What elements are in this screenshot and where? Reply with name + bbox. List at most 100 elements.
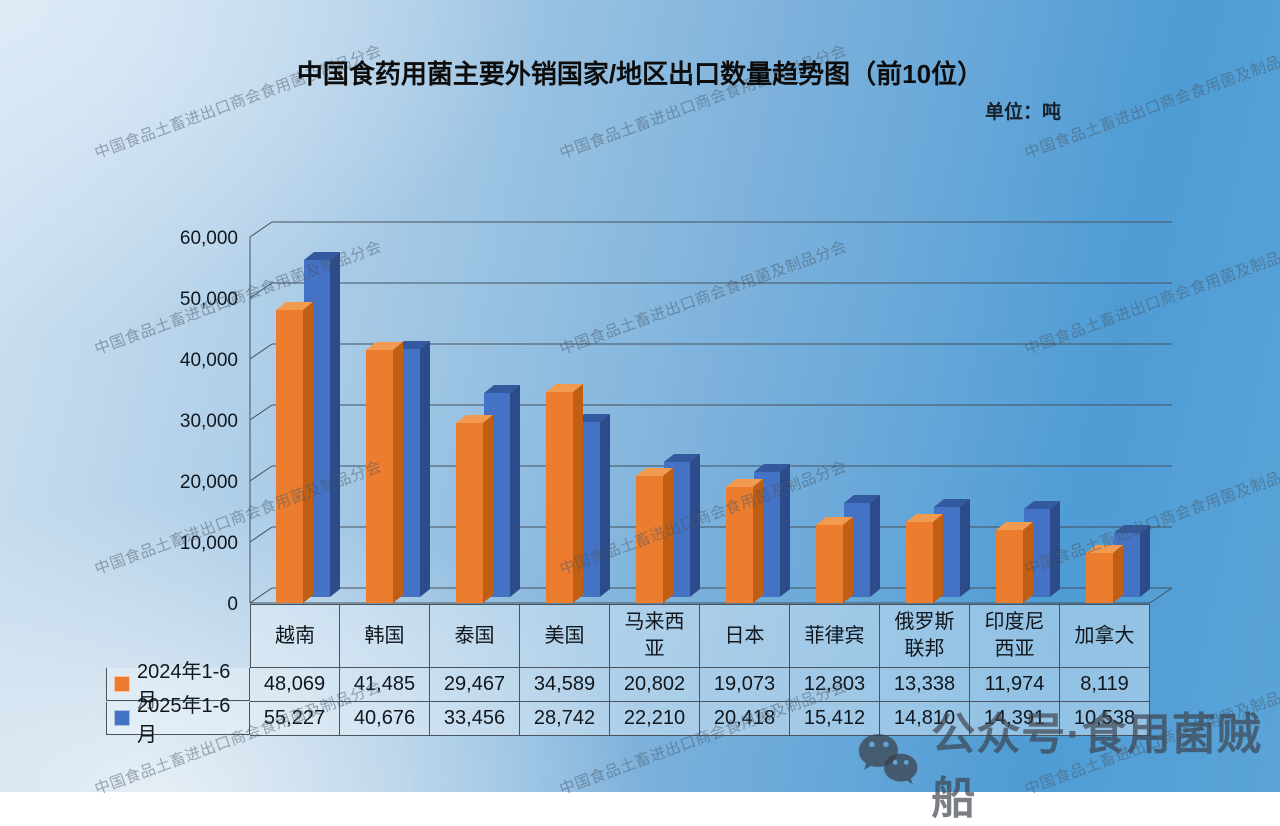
bar-2024-韩国: [366, 350, 393, 603]
bar-2024-印度尼西亚: [996, 530, 1023, 603]
table-value-cell: 14,810: [880, 702, 970, 736]
bar-chart-3d: 0 10,000 20,000 30,000 40,000 50,000 60,000: [180, 221, 1173, 615]
bar-2025-菲律宾-top: [844, 495, 880, 503]
table-value-cell: 41,485: [340, 668, 430, 702]
bar-2025-加拿大-side: [1140, 525, 1150, 597]
bar-2025-俄罗斯联邦-side: [960, 499, 970, 597]
table-header-cell: 俄罗斯 联邦: [880, 604, 970, 668]
bar-2024-加拿大: [1086, 553, 1113, 603]
bar-2024-菲律宾: [816, 525, 843, 603]
table-value-cell: 15,412: [790, 702, 880, 736]
bar-2025-日本-side: [780, 464, 790, 597]
badge-label: 公众号·食用菌贼船: [931, 710, 1262, 823]
bar-2025-印度尼西亚-top: [1024, 501, 1060, 509]
bar-2025-美国-side: [600, 414, 610, 597]
table-value-cell: 8,119: [1060, 668, 1150, 702]
bar-2025-泰国-top: [484, 385, 520, 393]
bar-2025-加拿大-top: [1114, 525, 1150, 533]
table-value-cell: 10,538: [1060, 702, 1150, 736]
bar-2024-菲律宾-top: [816, 517, 853, 525]
bar-2024-韩国-side: [393, 342, 403, 603]
bar-2024-马来西亚-side: [663, 468, 673, 603]
bar-2024-加拿大-side: [1113, 545, 1123, 603]
table-value-cell: 40,676: [340, 702, 430, 736]
table-header-cell: 印度尼 西亚: [970, 604, 1060, 668]
bar-2025-韩国-side: [420, 341, 430, 597]
table-value-cell: 14,391: [970, 702, 1060, 736]
bar-2025-印度尼西亚-side: [1050, 501, 1060, 597]
bar-2024-越南-top: [276, 302, 313, 310]
background: [0, 0, 1280, 792]
bar-2024-泰国: [456, 423, 483, 603]
y-axis-tick-label: 60,000: [180, 228, 238, 249]
bar-2024-泰国-side: [483, 415, 493, 603]
table-value-cell: 12,803: [790, 668, 880, 702]
legend-cell: 2025年1-6月: [106, 695, 250, 746]
table-value-cell: 19,073: [700, 668, 790, 702]
bar-2024-俄罗斯联邦-top: [906, 514, 943, 522]
y-axis-tick-label: 20,000: [180, 472, 238, 493]
tick-depth-line: [249, 587, 273, 604]
bar-2025-马来西亚-side: [690, 454, 700, 597]
legend-cell: 2024年1-6月: [106, 661, 250, 712]
tick-depth-line: [249, 465, 273, 482]
tick-depth-line: [249, 343, 273, 360]
table-value-cell: 20,802: [610, 668, 700, 702]
table-value-cell: 13,338: [880, 668, 970, 702]
bar-2024-日本-side: [753, 479, 763, 603]
y-axis-tick-label: 50,000: [180, 289, 238, 310]
table-header-row: 越南 韩国 泰国 美国 马来西 亚日本 菲律宾 俄罗斯 联邦 印度尼 西亚 加拿大: [250, 604, 1150, 668]
table-row: 2025年1-6月 55,227 40,676 33,456 28,742 22,210 2…: [106, 695, 1150, 746]
bar-2024-俄罗斯联邦-side: [933, 514, 943, 603]
bar-2024-泰国-top: [456, 415, 493, 423]
table-value-cell: 48,069: [250, 668, 340, 702]
table-header-cell: 美国: [520, 604, 610, 668]
table-value-cell: 20,418: [700, 702, 790, 736]
bar-2024-日本-top: [726, 479, 763, 487]
legend-swatch: [114, 710, 130, 726]
bar-2025-越南-top: [304, 252, 340, 260]
bar-2024-美国-side: [573, 384, 583, 603]
table-value-cell: 28,742: [520, 702, 610, 736]
y-axis-tick-label: 10,000: [180, 533, 238, 554]
legend-swatch: [114, 676, 130, 692]
bar-2025-俄罗斯联邦-top: [934, 499, 970, 507]
table-value-cell: 29,467: [430, 668, 520, 702]
table-header-cell: 马来西 亚: [610, 604, 700, 668]
bar-2024-美国: [546, 392, 573, 603]
bar-2024-菲律宾-side: [843, 517, 853, 603]
table-header-cell: 日本: [700, 604, 790, 668]
bar-2025-泰国-side: [510, 385, 520, 597]
wechat-badge: 公众号·食用菌贼船: [858, 698, 1280, 826]
bar-2024-印度尼西亚-side: [1023, 522, 1033, 603]
tick-depth-line: [249, 526, 273, 543]
bar-2024-俄罗斯联邦: [906, 522, 933, 603]
bar-2025-菲律宾-side: [870, 495, 880, 597]
bar-2024-美国-top: [546, 384, 583, 392]
table-header-cell: 越南: [250, 604, 340, 668]
table-row: 2024年1-6月 48,069 41,485 29,467 34,589 20,802 1…: [106, 661, 1150, 712]
legend-label: 2024年1-6月: [137, 661, 231, 712]
bar-2024-韩国-top: [366, 342, 403, 350]
bar-2025-马来西亚-top: [664, 454, 700, 462]
table-header-cell: 加拿大: [1060, 604, 1150, 668]
wechat-icon: [858, 734, 918, 785]
table-header-cell: 泰国: [430, 604, 520, 668]
legend-label: 2025年1-6月: [137, 695, 231, 746]
tick-depth-line: [249, 404, 273, 421]
y-axis-tick-label: 0: [227, 594, 238, 615]
bar-2024-越南: [276, 310, 303, 603]
table-header-cell: 菲律宾: [790, 604, 880, 668]
table-value-cell: 33,456: [430, 702, 520, 736]
unit-label: 单位：吨: [985, 102, 1062, 123]
table-value-cell: 34,589: [520, 668, 610, 702]
y-axis-tick-label: 30,000: [180, 411, 238, 432]
floor-right-edge: [1149, 587, 1173, 604]
data-table: 越南 韩国 泰国 美国 马来西 亚日本 菲律宾 俄罗斯 联邦 印度尼 西亚 加拿大 2024年1-…: [106, 604, 1150, 746]
bar-2025-日本-top: [754, 464, 790, 472]
y-axis-tick-label: 40,000: [180, 350, 238, 371]
bar-2024-日本: [726, 487, 753, 603]
bar-2024-马来西亚-top: [636, 468, 673, 476]
tick-depth-line: [249, 282, 273, 299]
chart-title: 中国食药用菌主要外销国家/地区出口数量趋势图（前10位）: [296, 59, 984, 89]
